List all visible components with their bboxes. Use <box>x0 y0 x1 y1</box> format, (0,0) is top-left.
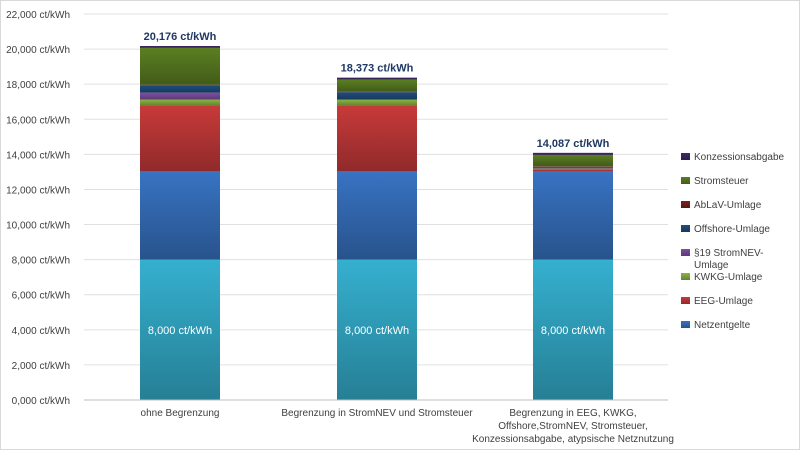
bar-segment <box>140 46 220 48</box>
bar-segment <box>533 259 613 400</box>
legend-swatch <box>681 249 690 256</box>
bar-segment <box>337 105 417 172</box>
bar-segment <box>140 105 220 172</box>
legend-swatch <box>681 273 690 280</box>
y-tick-label: 4,000 ct/kWh <box>12 326 70 337</box>
total-label: 14,087 ct/kWh <box>537 138 610 150</box>
bar-segment <box>533 154 613 167</box>
bar-segment <box>140 259 220 400</box>
y-tick-label: 0,000 ct/kWh <box>12 396 70 407</box>
legend-swatch <box>681 153 690 160</box>
y-tick-label: 8,000 ct/kWh <box>12 256 70 267</box>
x-tick-label: ohne Begrenzung <box>141 408 220 419</box>
bar-segment <box>140 99 220 106</box>
y-tick-label: 10,000 ct/kWh <box>6 221 70 232</box>
y-axis: 0,000 ct/kWh 2,000 ct/kWh 4,000 ct/kWh 6,00… <box>6 10 70 407</box>
bar-segment <box>337 91 417 93</box>
bar-segment <box>337 77 417 80</box>
bar-segment <box>140 84 220 86</box>
legend-swatch <box>681 297 690 304</box>
y-tick-label: 18,000 ct/kWh <box>6 80 70 91</box>
bar-segment <box>337 92 417 100</box>
legend-label: AbLaV-Umlage <box>694 200 762 211</box>
bar-segment <box>533 168 613 170</box>
legend: Konzessionsabgabe Stromsteuer AbLaV-Umlage… <box>681 152 785 331</box>
bar-segment <box>337 259 417 400</box>
legend-swatch <box>681 321 690 328</box>
legend-label: Konzessionsabgabe <box>694 152 785 163</box>
bar-segment <box>337 171 417 260</box>
bar-segment <box>533 169 613 172</box>
bar-segment <box>533 166 613 168</box>
data-label: 8,000 ct/kWh <box>345 325 409 337</box>
x-tick-label: Begrenzung in EEG, KWKG, Offshore,StromNE… <box>472 408 674 445</box>
x-axis: ohne Begrenzung Begrenzung in StromNEV un… <box>84 399 674 445</box>
bar-segment <box>337 79 417 92</box>
legend-swatch <box>681 225 690 232</box>
bar-segment <box>140 85 220 93</box>
legend-label: KWKG-Umlage <box>694 272 763 283</box>
bar-segment <box>533 166 613 167</box>
y-tick-label: 2,000 ct/kWh <box>12 361 70 372</box>
bar-segment <box>533 152 613 155</box>
legend-label: Netzentgelte <box>694 320 751 331</box>
bar-segment <box>140 171 220 260</box>
y-tick-label: 16,000 ct/kWh <box>6 115 70 126</box>
legend-swatch <box>681 177 690 184</box>
bars: 8,000 ct/kWh 20,176 ct/kWh 8,000 ct/kWh 18,… <box>140 31 613 400</box>
total-label: 18,373 ct/kWh <box>341 63 414 75</box>
legend-label: EEG-Umlage <box>694 296 753 307</box>
bar-segment <box>140 47 220 85</box>
bar-segment <box>533 171 613 260</box>
y-tick-label: 6,000 ct/kWh <box>12 291 70 302</box>
total-label: 20,176 ct/kWh <box>144 31 217 43</box>
y-tick-label: 12,000 ct/kWh <box>6 185 70 196</box>
y-tick-label: 20,000 ct/kWh <box>6 45 70 56</box>
y-tick-label: 22,000 ct/kWh <box>6 10 70 21</box>
legend-label: Offshore-Umlage <box>694 224 770 235</box>
x-tick-label: Begrenzung in StromNEV und Stromsteuer <box>281 408 473 419</box>
legend-label: §19 StromNEV-Umlage <box>694 248 763 271</box>
bar-segment <box>337 99 417 106</box>
data-label: 8,000 ct/kWh <box>541 325 605 337</box>
legend-label: Stromsteuer <box>694 176 749 187</box>
y-tick-label: 14,000 ct/kWh <box>6 150 70 161</box>
legend-swatch <box>681 201 690 208</box>
bar-segment <box>533 167 613 169</box>
data-label: 8,000 ct/kWh <box>148 325 212 337</box>
bar-segment <box>140 92 220 100</box>
